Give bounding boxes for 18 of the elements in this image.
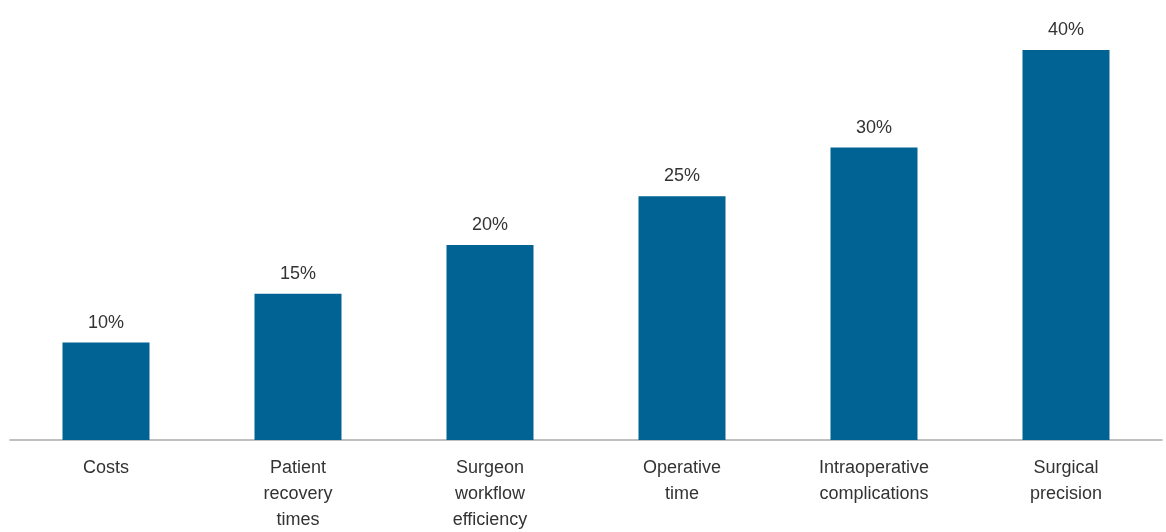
data-label: 40% — [1047, 19, 1085, 39]
x-tick-label: Intraoperative complications — [818, 457, 930, 503]
data-label: 10% — [87, 311, 125, 332]
data-label: 30% — [855, 116, 893, 137]
bar — [638, 196, 726, 440]
x-tick-label: Surgeon workflow efficiency — [452, 457, 528, 529]
bar — [1022, 50, 1110, 440]
x-tick-label: Costs — [82, 457, 130, 477]
data-label: 15% — [279, 262, 317, 283]
x-tick-label: Surgical precision — [1029, 457, 1103, 503]
data-label: 25% — [663, 165, 701, 186]
data-label: 20% — [471, 214, 509, 234]
bar — [446, 245, 534, 440]
x-tick-label: Patient recovery times — [263, 457, 333, 529]
bar — [62, 342, 150, 440]
x-tick-label: Operative time — [642, 457, 722, 503]
bar — [254, 293, 342, 440]
bar — [830, 147, 918, 440]
